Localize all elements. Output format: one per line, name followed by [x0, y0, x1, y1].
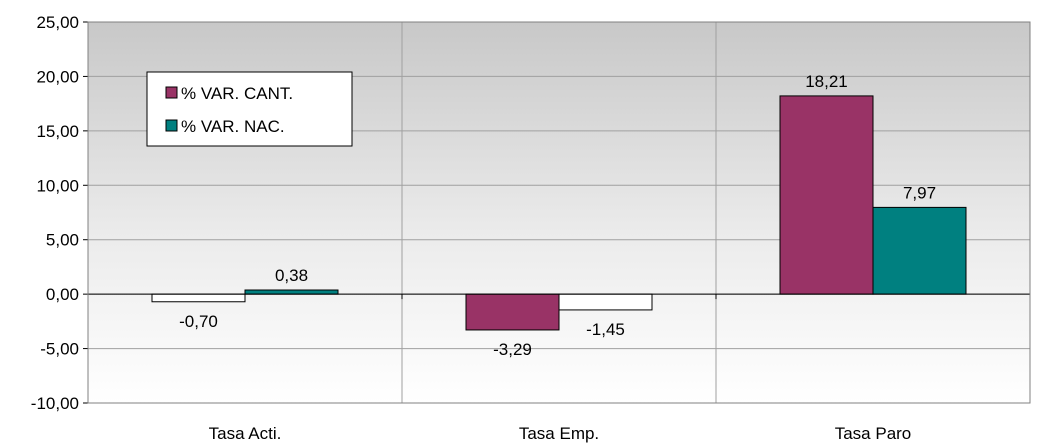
- y-tick-label: -5,00: [40, 340, 79, 359]
- legend-box: [146, 71, 353, 147]
- x-category-label: Tasa Paro: [835, 424, 912, 443]
- y-tick-label: -10,00: [31, 394, 79, 413]
- bar: [558, 293, 653, 311]
- labels: 25,00 20,00 15,00 10,00 5,00 0,00 -5,00 -10,00 -…: [31, 13, 936, 443]
- y-tick-label: 5,00: [46, 231, 79, 250]
- bar: [151, 293, 246, 303]
- axes: [83, 21, 1031, 404]
- y-tick-label: 25,00: [36, 13, 79, 32]
- data-label: 0,38: [275, 266, 308, 285]
- bar: [779, 95, 874, 295]
- y-tick-label: 0,00: [46, 285, 79, 304]
- x-category-label: Tasa Emp.: [519, 424, 599, 443]
- plot-border: [87, 21, 1031, 404]
- y-tick-label: 15,00: [36, 122, 79, 141]
- data-label: -1,45: [586, 320, 625, 339]
- bar: [244, 289, 339, 295]
- data-label: -3,29: [493, 340, 532, 359]
- legend-swatch: [165, 119, 178, 132]
- legend-label: % VAR. CANT.: [181, 84, 293, 103]
- data-label: 18,21: [805, 72, 848, 91]
- data-label: 7,97: [903, 183, 936, 202]
- bars: [151, 95, 967, 331]
- y-tick-label: 10,00: [36, 176, 79, 195]
- y-tick-label: 20,00: [36, 67, 79, 86]
- legend: % VAR. CANT. % VAR. NAC.: [146, 71, 353, 147]
- legend-swatch: [165, 86, 178, 99]
- bar: [465, 293, 560, 331]
- x-category-label: Tasa Acti.: [209, 424, 282, 443]
- data-label: -0,70: [179, 312, 218, 331]
- bar: [872, 206, 967, 295]
- legend-label: % VAR. NAC.: [181, 117, 285, 136]
